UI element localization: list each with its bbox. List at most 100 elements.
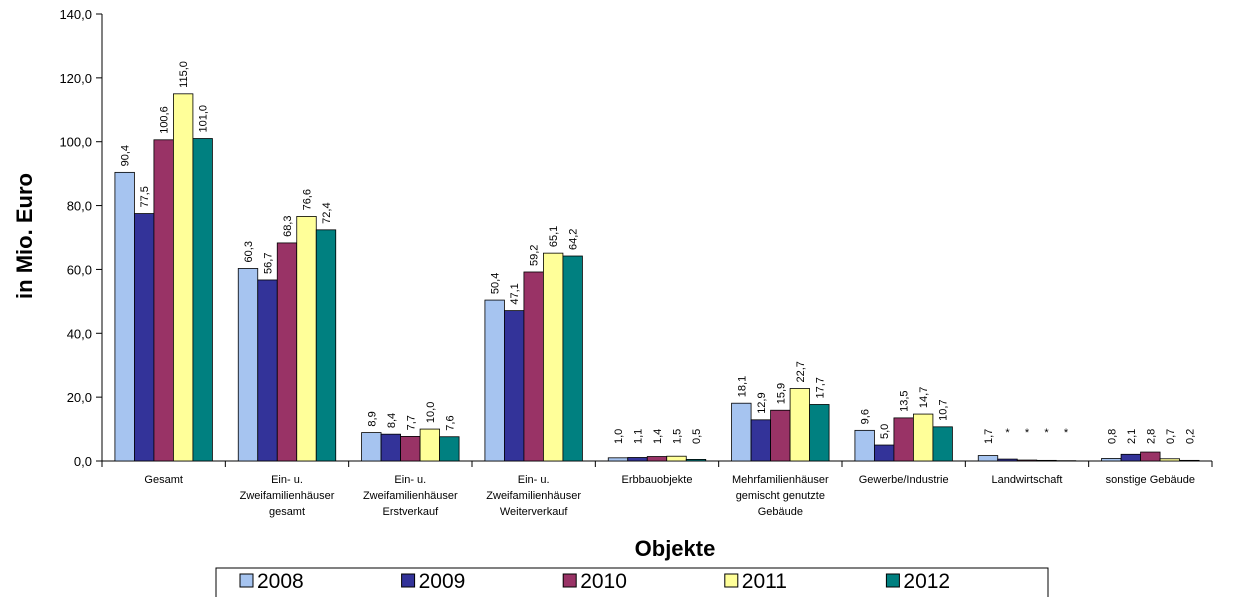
data-label: 101,0 — [198, 105, 210, 133]
legend-swatch — [239, 573, 254, 588]
x-tick-label: Ein- u. Zweifamilienhäuser Weiterverkauf — [486, 474, 581, 518]
x-tick-label: Landwirtschaft — [992, 474, 1063, 486]
legend-label: 2012 — [903, 570, 950, 593]
y-tick-label: 60,0 — [67, 262, 92, 277]
plot-area: 0,0 20,0 40,0 60,0 80,0 100,0 120,0 140,0 Gesamt… — [59, 7, 1213, 518]
data-label: * — [1044, 427, 1049, 439]
bar — [257, 279, 278, 462]
data-label: 47,1 — [509, 283, 521, 304]
data-label: 1,7 — [983, 429, 995, 444]
bar — [1120, 453, 1141, 462]
bar — [1036, 459, 1057, 462]
bar — [1101, 458, 1122, 462]
data-label: 100,6 — [159, 106, 171, 134]
bar — [484, 299, 505, 462]
bar — [913, 413, 934, 462]
legend-label: 2010 — [580, 570, 627, 593]
bar — [504, 310, 525, 462]
data-label: 13,5 — [899, 390, 911, 411]
x-tick-label: Gewerbe/Industrie — [859, 474, 949, 486]
data-label: 5,0 — [879, 424, 891, 439]
data-label: 115,0 — [178, 61, 190, 88]
bar — [646, 456, 668, 462]
data-label: 90,4 — [120, 145, 132, 166]
y-tick-label: 80,0 — [67, 199, 92, 214]
bar — [237, 268, 259, 462]
data-label: 2,1 — [1126, 429, 1138, 444]
data-label: 59,2 — [529, 245, 541, 266]
data-label: * — [1005, 427, 1010, 439]
data-label: 10,0 — [425, 402, 437, 423]
bar — [114, 171, 135, 462]
data-label: 72,4 — [321, 202, 333, 223]
bar — [1016, 459, 1038, 462]
data-label: 22,7 — [795, 361, 807, 382]
bar — [685, 459, 707, 462]
y-axis-title: in Mio. Euro — [12, 173, 37, 299]
x-axis-title: Objekte — [635, 536, 716, 561]
bar — [893, 417, 914, 462]
y-tick-label: 140,0 — [59, 7, 92, 22]
data-label: 60,3 — [243, 241, 255, 262]
bar — [380, 433, 401, 462]
y-tick-label: 40,0 — [67, 326, 92, 341]
bar — [276, 242, 298, 462]
legend: 2008 2009 2010 2011 2012 — [215, 567, 1049, 597]
bar — [809, 404, 830, 462]
data-label: 0,2 — [1184, 429, 1196, 444]
bar — [666, 455, 687, 462]
data-label: 17,7 — [814, 377, 826, 398]
legend-label: 2009 — [419, 570, 466, 593]
bar — [750, 419, 771, 462]
data-label: 8,4 — [386, 413, 398, 428]
bar — [173, 93, 194, 462]
bar — [1159, 458, 1180, 462]
data-label: 8,9 — [366, 411, 378, 426]
data-label: 65,1 — [548, 226, 560, 247]
legend-swatch — [885, 573, 900, 588]
x-tick-label: Ein- u. Zweifamilienhäuser Erstverkauf — [363, 474, 458, 518]
bar — [607, 457, 629, 462]
bar — [523, 271, 544, 462]
x-tick-label: sonstige Gebäude — [1106, 474, 1195, 486]
bar — [1179, 459, 1200, 462]
bar — [854, 429, 875, 462]
data-label: 76,6 — [302, 189, 314, 210]
bar — [439, 436, 460, 462]
data-label: 10,7 — [938, 399, 950, 420]
data-label: 0,8 — [1106, 429, 1118, 444]
bar — [562, 255, 583, 462]
legend-swatch — [562, 573, 577, 588]
bar — [543, 252, 564, 462]
data-label: 12,9 — [756, 392, 768, 413]
bar — [296, 216, 317, 462]
bar — [315, 229, 337, 462]
bar — [731, 402, 752, 462]
legend-label: 2011 — [742, 570, 787, 593]
data-label: 50,4 — [490, 273, 502, 294]
y-tick-label: 0,0 — [74, 454, 92, 469]
data-label: * — [1064, 427, 1069, 439]
bar — [134, 213, 155, 462]
bar — [874, 444, 895, 462]
data-label: 1,5 — [672, 429, 684, 444]
data-label: 9,6 — [860, 409, 872, 424]
data-label: 18,1 — [736, 376, 748, 397]
x-tick-label: Gesamt — [144, 474, 183, 486]
data-label: 0,5 — [691, 429, 703, 444]
bar — [400, 436, 421, 462]
data-label: 68,3 — [282, 216, 294, 237]
y-tick-label: 20,0 — [67, 390, 92, 405]
data-label: 2,8 — [1145, 429, 1157, 444]
y-tick-label: 120,0 — [59, 71, 92, 86]
bar — [1140, 451, 1161, 462]
data-label: 64,2 — [568, 229, 580, 250]
data-label: 15,9 — [775, 383, 787, 404]
bar — [932, 426, 953, 462]
bar — [419, 428, 440, 462]
bar — [977, 455, 999, 462]
legend-swatch — [724, 573, 739, 588]
data-label: 1,0 — [613, 429, 625, 444]
data-label: 56,7 — [263, 253, 275, 274]
